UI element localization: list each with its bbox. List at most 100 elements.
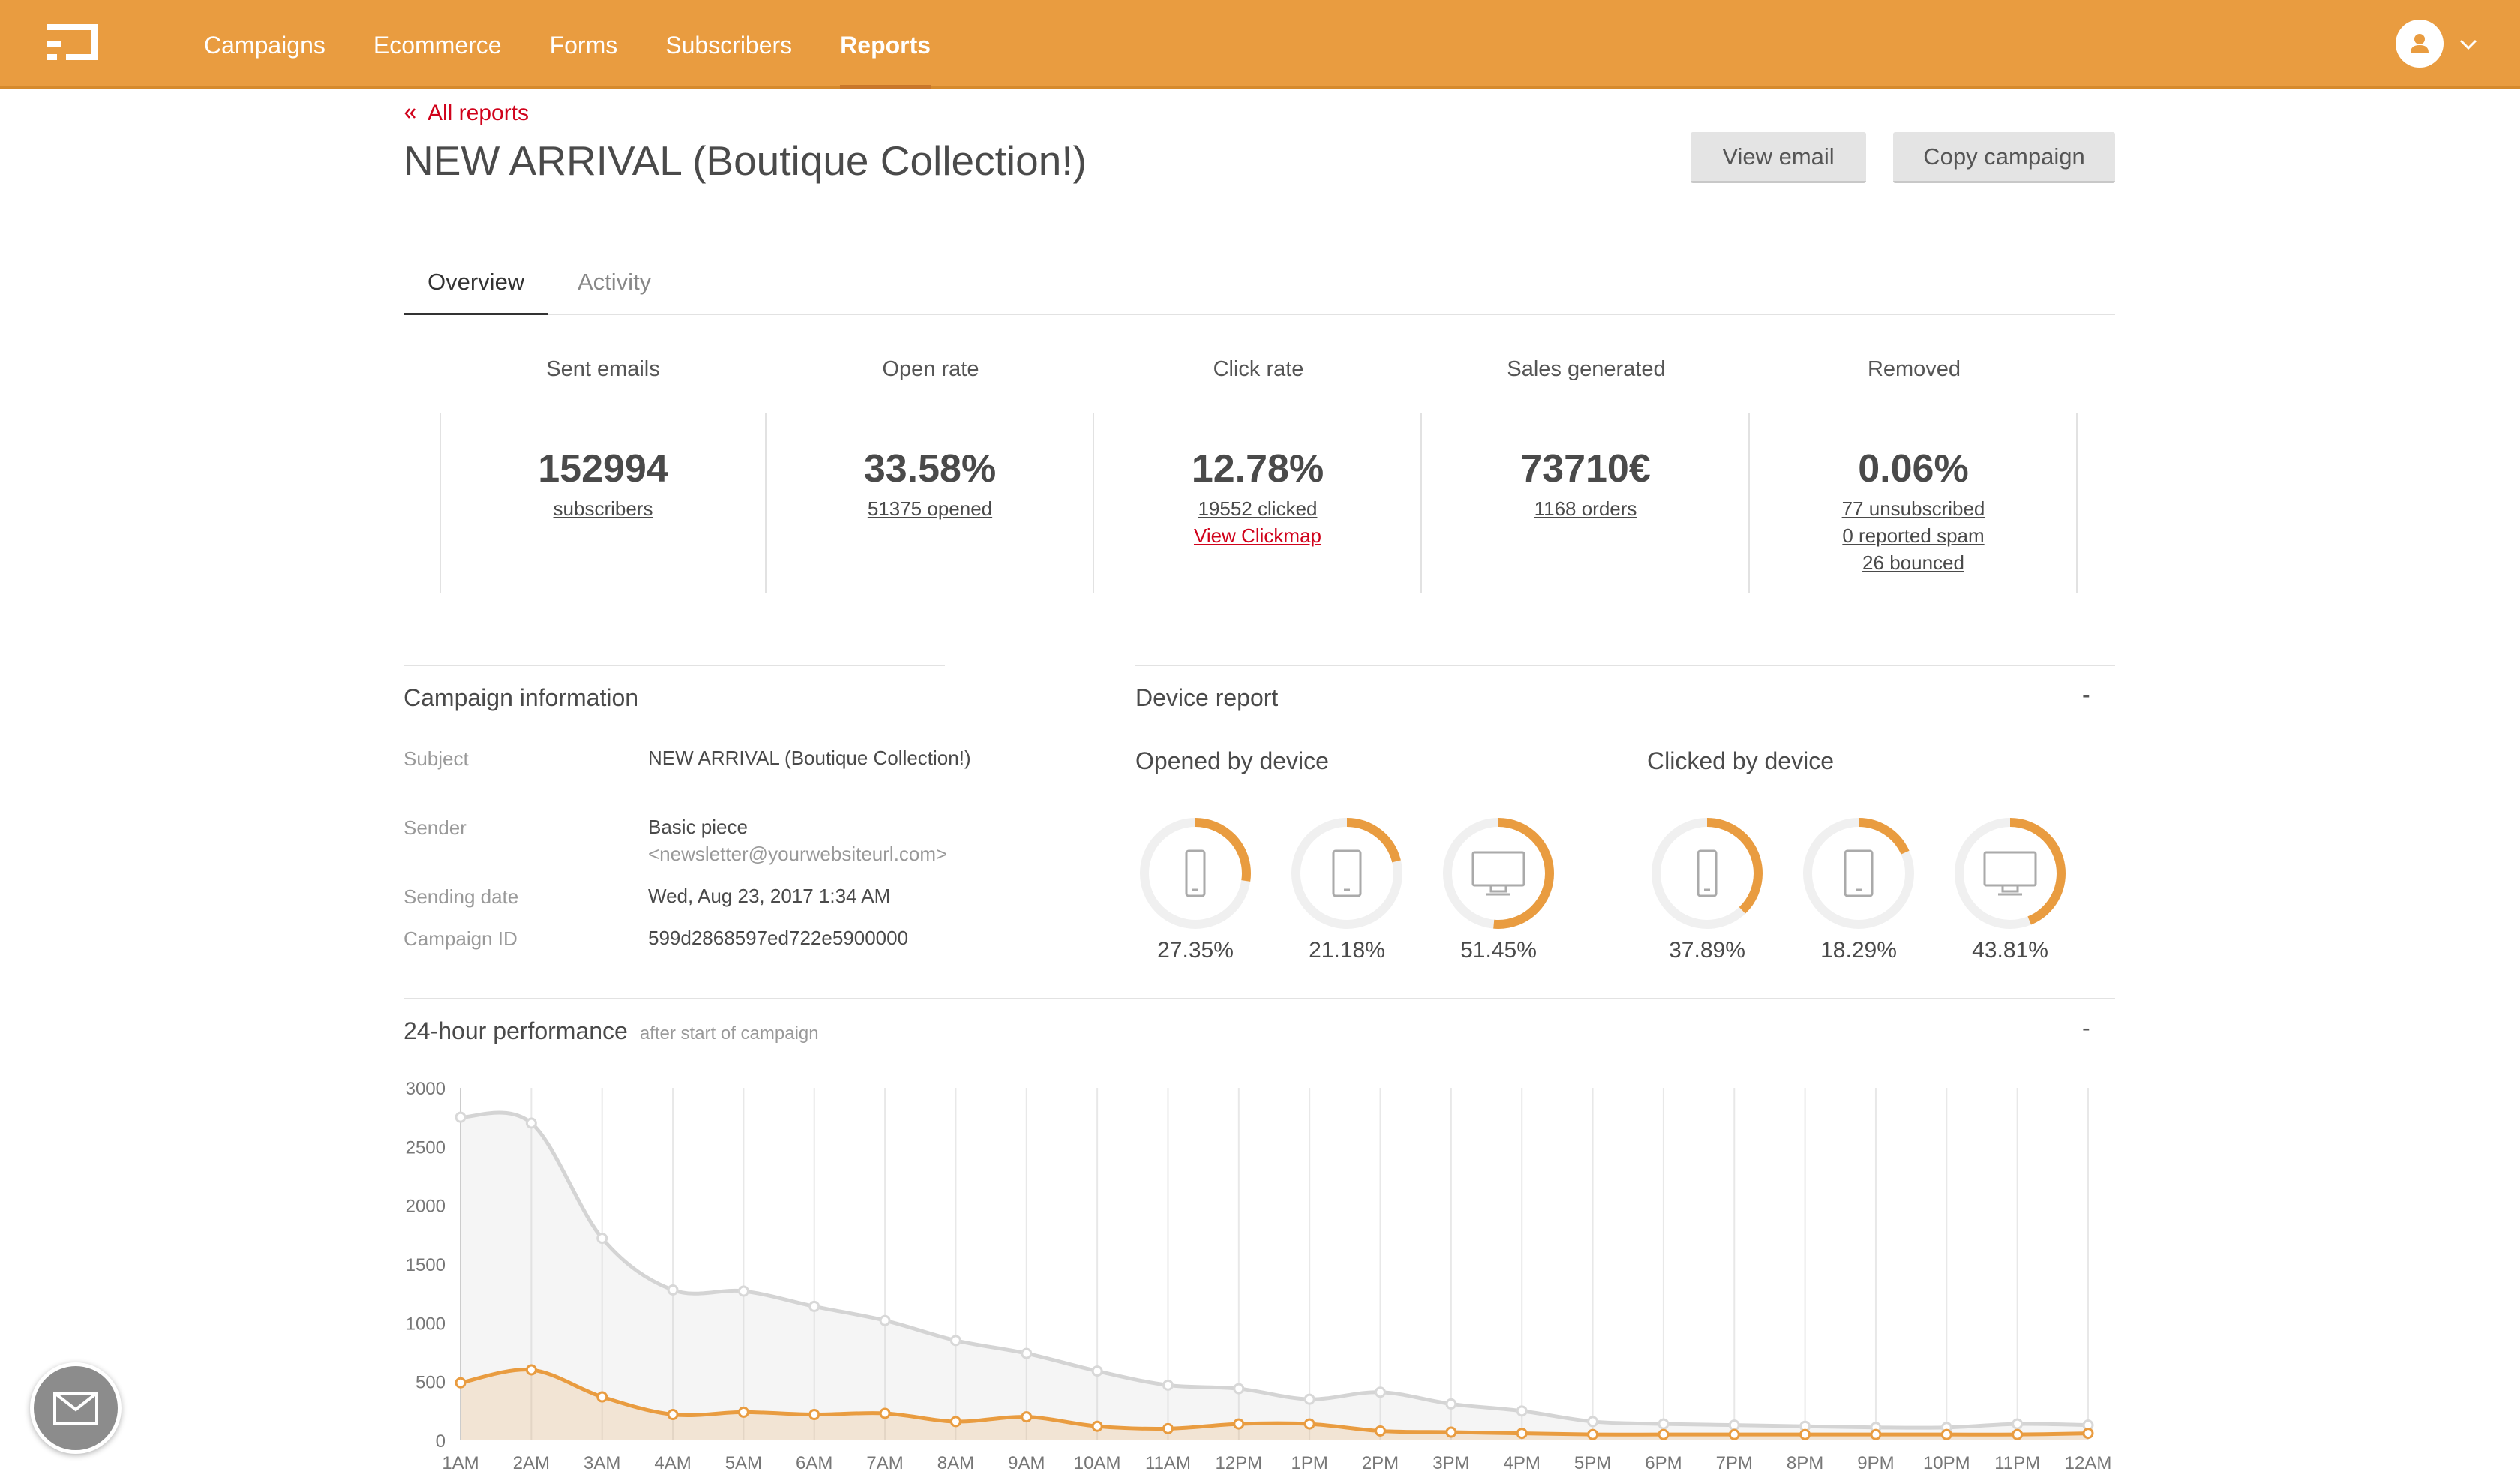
x-tick-label: 5AM xyxy=(725,1453,762,1473)
clicked-donut-mobile xyxy=(1652,818,1762,929)
stat-value: 0.06% xyxy=(1858,447,1969,491)
stat-value: 33.58% xyxy=(863,447,997,491)
main-nav: Campaigns Ecommerce Forms Subscribers Re… xyxy=(180,0,955,89)
opened-link[interactable]: 51375 opened xyxy=(867,497,993,520)
y-tick-label: 2000 xyxy=(406,1197,446,1217)
y-tick-label: 1500 xyxy=(406,1255,446,1275)
sender-email: <newsletter@yourwebsiteurl.com> xyxy=(648,843,948,865)
opens-point xyxy=(596,1233,608,1245)
opens-point xyxy=(1021,1347,1033,1359)
opens-point xyxy=(1658,1418,1670,1430)
sender-name: Basic piece xyxy=(648,816,748,838)
app-logo-icon[interactable] xyxy=(44,24,98,65)
message-button[interactable] xyxy=(30,1362,122,1454)
x-tick-label: 2PM xyxy=(1362,1453,1399,1473)
user-avatar[interactable] xyxy=(2396,20,2444,68)
donut-fill xyxy=(1140,818,1251,929)
device-report-collapse-button[interactable]: - xyxy=(2082,681,2090,708)
stat-box: 73710€ 1168 orders xyxy=(1423,413,1750,593)
performance-title: 24-hour performance after start of campai… xyxy=(404,1017,819,1045)
view-clickmap-link[interactable]: View Clickmap xyxy=(1193,524,1322,547)
opens-area xyxy=(460,1112,2088,1440)
x-tick-label: 12PM xyxy=(1215,1453,1262,1473)
performance-subtitle: after start of campaign xyxy=(639,1023,819,1044)
x-tick-label: 8AM xyxy=(938,1453,974,1473)
opens-point xyxy=(1375,1386,1387,1398)
top-nav-bar: Campaigns Ecommerce Forms Subscribers Re… xyxy=(0,0,2520,89)
x-tick-label: 8PM xyxy=(1786,1453,1823,1473)
stat-value: 12.78% xyxy=(1191,447,1324,491)
stat-value: 152994 xyxy=(538,447,668,491)
clicks-point xyxy=(596,1391,608,1403)
clicks-point xyxy=(808,1409,820,1421)
opened-donut-tablet xyxy=(1292,818,1402,929)
stat-label: Sent emails xyxy=(546,357,660,381)
clicks-point xyxy=(1375,1425,1387,1437)
nav-item-ecommerce[interactable]: Ecommerce xyxy=(373,32,502,59)
stat-box: 0.06% 77 unsubscribed 0 reported spam 26… xyxy=(1750,413,2078,593)
clicks-point xyxy=(1162,1422,1174,1434)
back-to-reports-link[interactable]: All reports xyxy=(404,101,529,126)
clicks-point xyxy=(1658,1428,1670,1440)
opens-point xyxy=(667,1284,679,1296)
opens-point xyxy=(1233,1383,1245,1395)
bounced-link[interactable]: 26 bounced xyxy=(1862,551,1964,574)
chevron-down-icon[interactable] xyxy=(2457,33,2480,56)
x-tick-label: 5PM xyxy=(1574,1453,1611,1473)
info-label-subject: Subject xyxy=(404,747,469,770)
opened-donut-desktop xyxy=(1443,818,1554,929)
orders-link[interactable]: 1168 orders xyxy=(1534,497,1637,520)
opens-point xyxy=(808,1300,820,1312)
stat-box: 33.58% 51375 opened xyxy=(767,413,1094,593)
opened-by-device-title: Opened by device xyxy=(1136,747,1329,774)
performance-collapse-button[interactable]: - xyxy=(2082,1014,2090,1041)
info-value-sender: Basic piece <newsletter@yourwebsiteurl.c… xyxy=(648,813,978,867)
clicks-point xyxy=(2082,1428,2094,1440)
back-link-label: All reports xyxy=(428,101,530,125)
stat-label: Open rate xyxy=(882,357,980,381)
clicks-point xyxy=(950,1416,962,1428)
subscribers-link[interactable]: subscribers xyxy=(553,497,653,520)
donut-percent: 51.45% xyxy=(1460,938,1537,963)
opens-point xyxy=(454,1111,466,1123)
nav-item-campaigns[interactable]: Campaigns xyxy=(204,32,326,59)
x-tick-label: 3AM xyxy=(584,1453,620,1473)
stat-label: Removed xyxy=(1867,357,1961,381)
unsubscribed-link[interactable]: 77 unsubscribed xyxy=(1841,497,1985,520)
x-tick-label: 12AM xyxy=(2065,1453,2112,1473)
opens-point xyxy=(879,1314,891,1326)
tab-activity[interactable]: Activity xyxy=(578,269,652,295)
clicked-donut-desktop xyxy=(1954,818,2066,929)
opens-point xyxy=(1445,1398,1457,1410)
view-email-button[interactable]: View email xyxy=(1690,132,1866,183)
nav-item-subscribers[interactable]: Subscribers xyxy=(665,32,793,59)
divider xyxy=(1136,665,2115,666)
clicked-link[interactable]: 19552 clicked xyxy=(1198,497,1318,520)
stat-box: 12.78% 19552 clicked View Clickmap xyxy=(1095,413,1422,593)
copy-campaign-button[interactable]: Copy campaign xyxy=(1893,132,2115,183)
envelope-icon xyxy=(53,1392,98,1425)
stat-value: 73710€ xyxy=(1520,447,1651,491)
desktop-icon xyxy=(1472,851,1526,896)
opens-point xyxy=(1304,1393,1316,1405)
clicks-line xyxy=(460,1368,2089,1437)
x-tick-label: 2AM xyxy=(513,1453,550,1473)
tablet-icon xyxy=(1844,849,1874,897)
stat-label: Click rate xyxy=(1213,357,1304,381)
info-label-sender: Sender xyxy=(404,816,466,839)
x-tick-label: 1PM xyxy=(1291,1453,1328,1473)
nav-item-forms[interactable]: Forms xyxy=(549,32,618,59)
nav-item-reports[interactable]: Reports xyxy=(816,0,955,89)
stat-removed: Removed 0.06% 77 unsubscribed 0 reported… xyxy=(1750,353,2078,593)
donut-fill xyxy=(1292,818,1402,929)
donut-fill xyxy=(1954,818,2066,929)
x-tick-label: 9AM xyxy=(1008,1453,1045,1473)
donut-percent: 27.35% xyxy=(1157,938,1234,963)
tab-overview[interactable]: Overview xyxy=(404,255,549,315)
clicks-area xyxy=(460,1369,2088,1440)
x-tick-label: 3PM xyxy=(1432,1453,1469,1473)
x-tick-label: 4AM xyxy=(654,1453,691,1473)
x-tick-label: 6PM xyxy=(1645,1453,1682,1473)
opens-point xyxy=(1516,1405,1528,1417)
reported-spam-link[interactable]: 0 reported spam xyxy=(1842,524,1984,547)
